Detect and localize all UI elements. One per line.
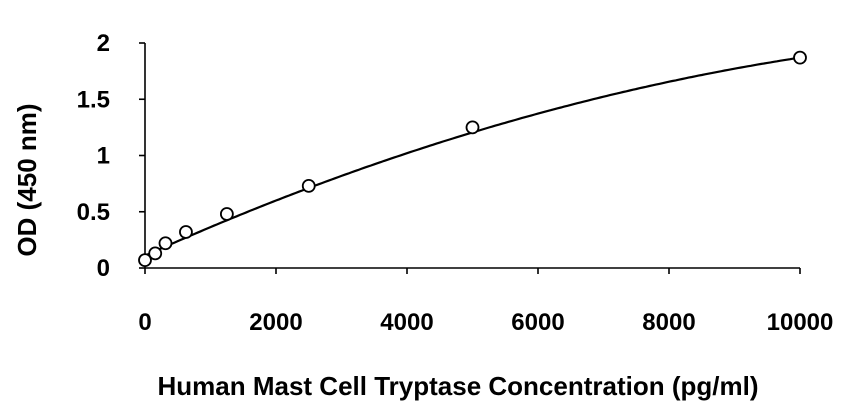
x-tick-label: 10000 bbox=[767, 309, 834, 336]
data-point bbox=[148, 246, 163, 261]
x-tick-label: 8000 bbox=[642, 309, 695, 336]
y-tick-label: 0.5 bbox=[77, 199, 110, 226]
data-point bbox=[301, 178, 316, 193]
y-tick-label: 1.5 bbox=[77, 86, 110, 113]
y-tick-label: 0 bbox=[97, 255, 110, 282]
x-tick-label: 0 bbox=[138, 309, 151, 336]
x-tick-label: 2000 bbox=[249, 309, 302, 336]
x-axis-title: Human Mast Cell Tryptase Concentration (… bbox=[158, 371, 759, 401]
fit-curve bbox=[144, 56, 801, 257]
x-tick-label: 4000 bbox=[380, 309, 433, 336]
data-points bbox=[138, 50, 807, 268]
data-point bbox=[219, 207, 234, 221]
y-tick-label: 1 bbox=[97, 143, 110, 170]
data-point bbox=[793, 50, 807, 65]
data-point bbox=[138, 253, 152, 268]
y-axis-title: OD (450 nm) bbox=[12, 103, 42, 256]
data-point bbox=[465, 120, 480, 135]
x-tick-label: 6000 bbox=[511, 309, 564, 336]
y-tick-label: 2 bbox=[97, 30, 110, 57]
data-point bbox=[158, 236, 173, 251]
data-point bbox=[179, 225, 193, 239]
y-axis-ticks: 0 0.5 1 1.5 2 bbox=[77, 30, 145, 282]
x-axis-ticks: 0 2000 4000 6000 8000 10000 bbox=[138, 268, 833, 336]
